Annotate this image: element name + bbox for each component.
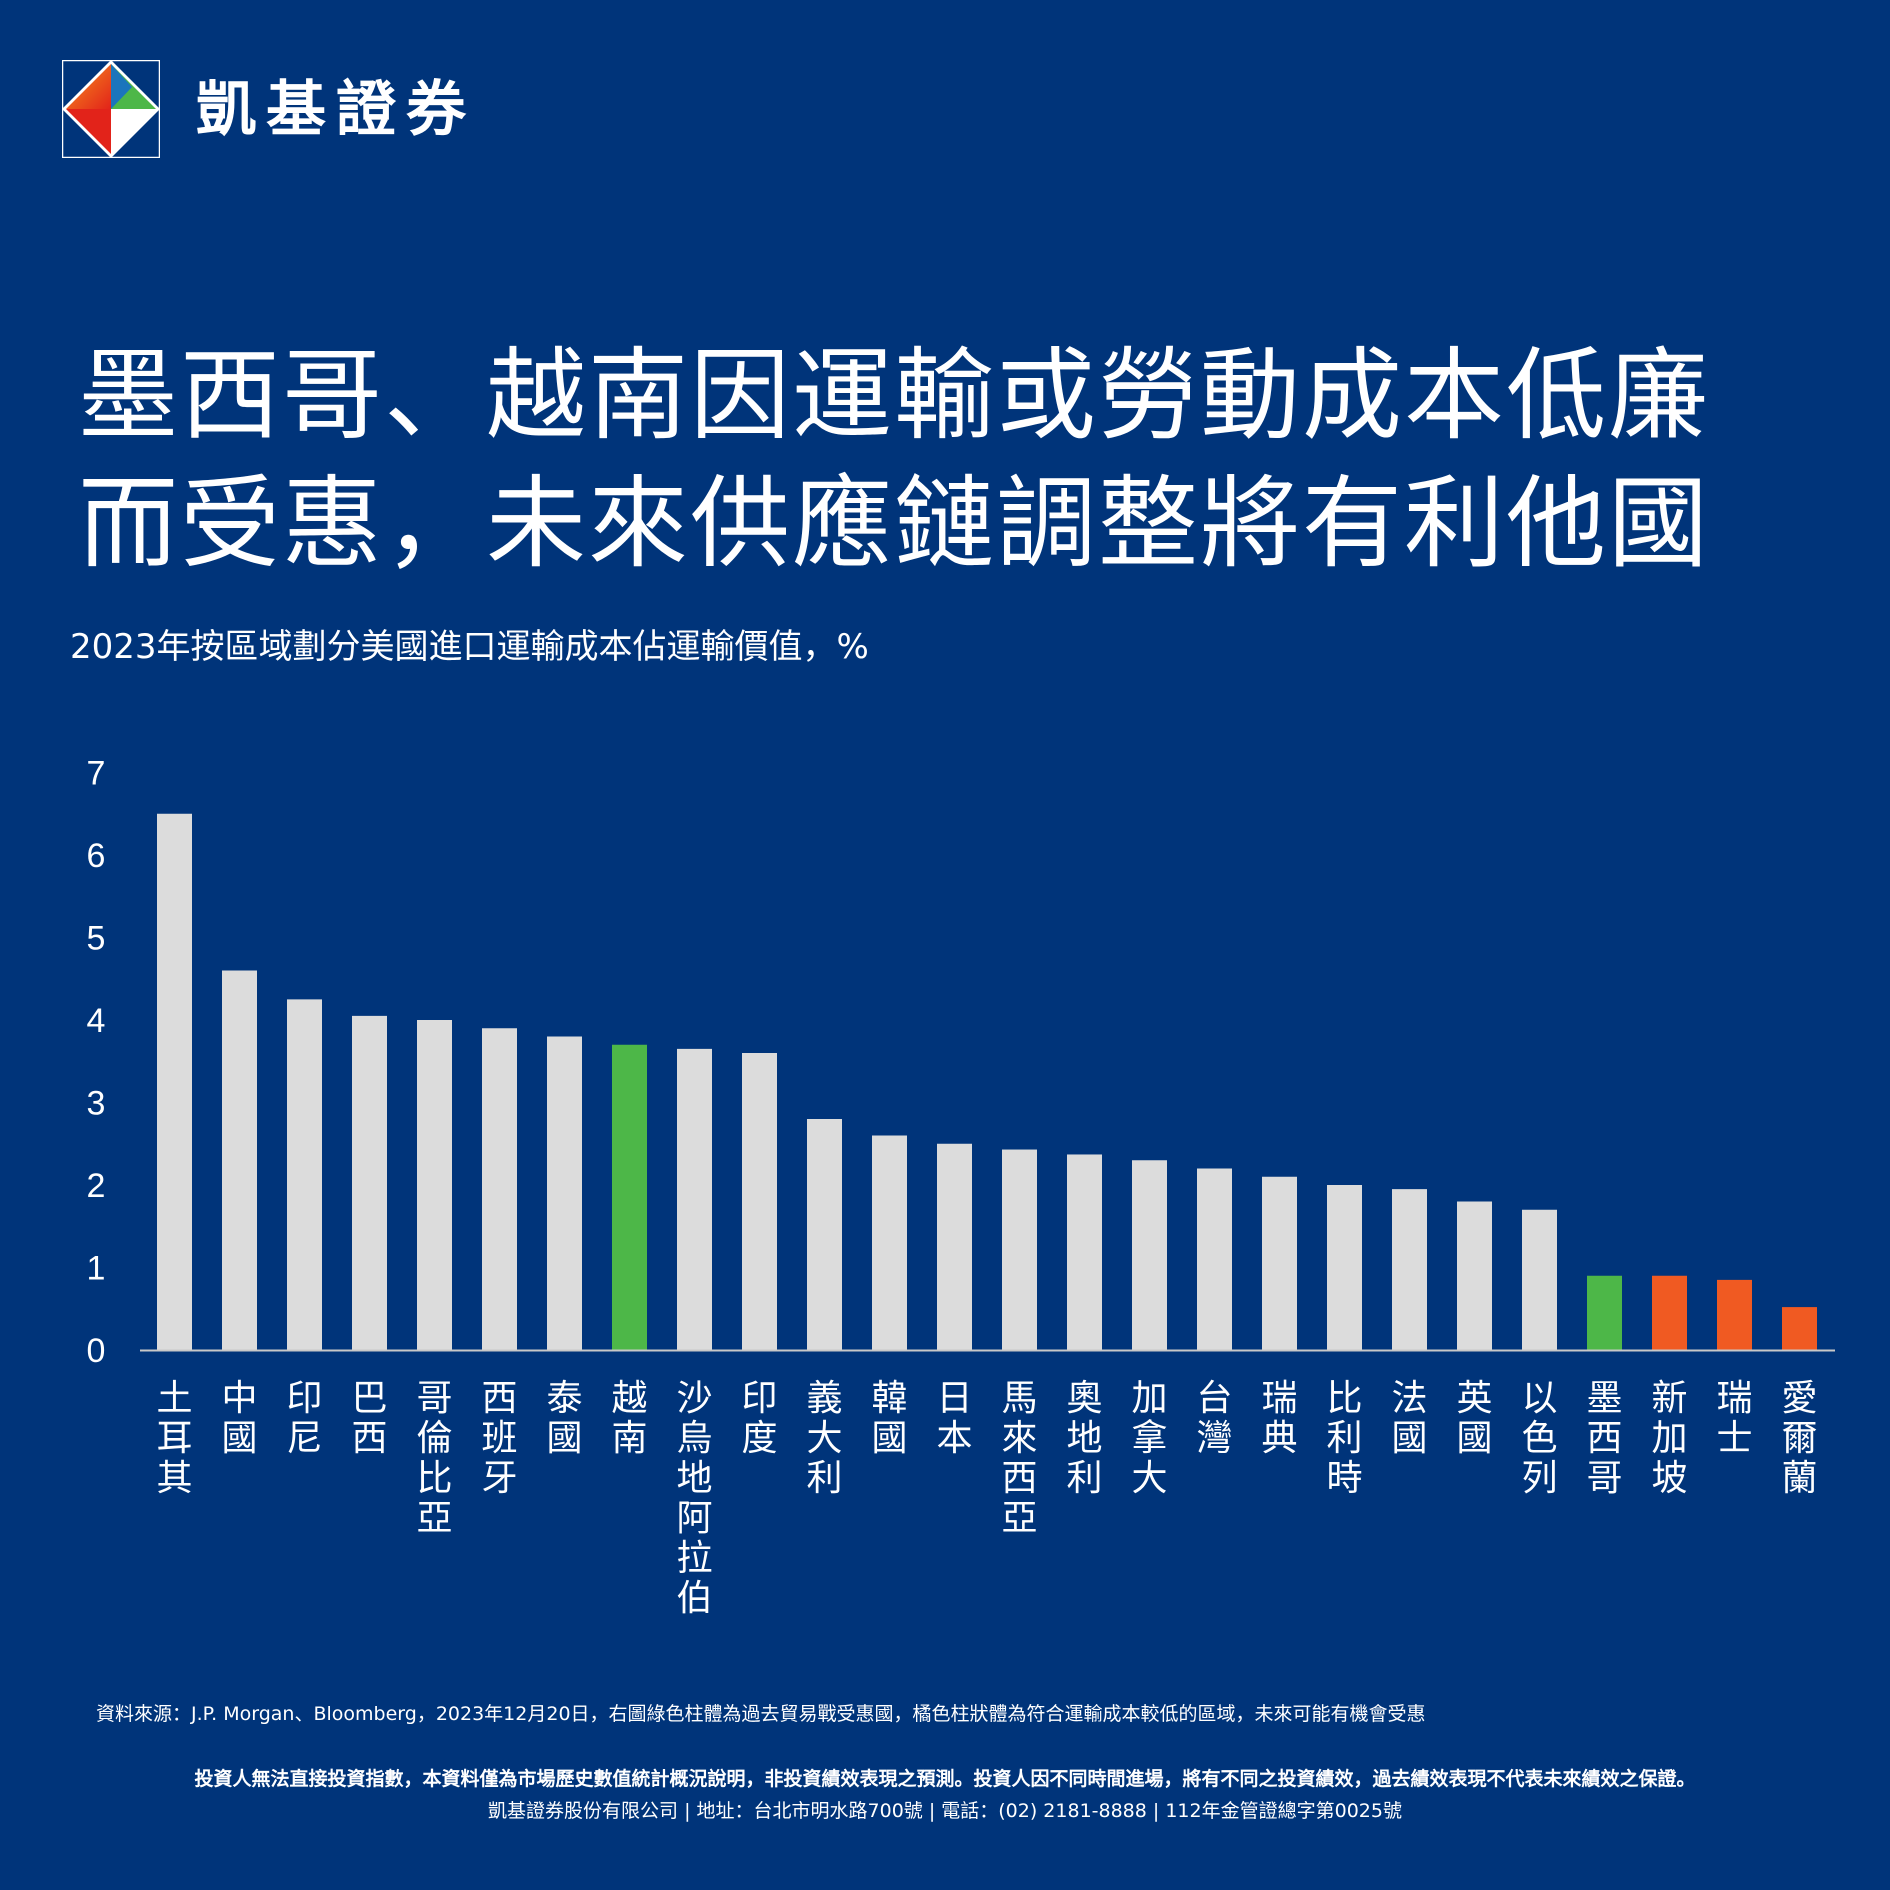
bar-19	[1327, 1185, 1362, 1350]
x-tick-label: 巴西	[351, 1378, 387, 1459]
x-tick-label: 馬來西亞	[1001, 1378, 1037, 1539]
source-note: 資料來源：J.P. Morgan、Bloomberg，2023年12月20日，右…	[96, 1703, 1426, 1725]
x-tick-label: 以色列	[1521, 1378, 1557, 1499]
kgi-logo-icon	[61, 59, 161, 159]
x-tick-label: 西班牙	[481, 1378, 517, 1499]
x-tick-label: 印度	[741, 1378, 777, 1459]
bar-8	[612, 1044, 647, 1350]
bar-18	[1262, 1176, 1297, 1350]
x-tick-label: 新加坡	[1651, 1378, 1687, 1499]
x-tick-label: 日本	[936, 1378, 972, 1459]
x-tick-label: 印尼	[286, 1378, 322, 1459]
x-tick-label: 比利時	[1326, 1378, 1362, 1499]
x-tick-label: 英國	[1456, 1378, 1492, 1459]
bar-25	[1717, 1279, 1752, 1350]
x-tick-label: 瑞典	[1261, 1378, 1297, 1459]
y-tick-label: 3	[87, 1085, 106, 1123]
bar-9	[677, 1048, 712, 1350]
x-tick-label: 哥倫比亞	[416, 1378, 452, 1539]
x-tick-label: 泰國	[546, 1378, 582, 1459]
bar-26	[1782, 1307, 1817, 1350]
bar-21	[1457, 1201, 1492, 1350]
bar-17	[1197, 1168, 1232, 1350]
x-tick-label: 台灣	[1196, 1378, 1232, 1459]
x-tick-label: 越南	[611, 1378, 647, 1459]
x-tick-label: 義大利	[806, 1378, 842, 1499]
bar-20	[1392, 1189, 1427, 1350]
y-tick-label: 5	[87, 920, 106, 958]
bar-16	[1132, 1160, 1167, 1350]
bar-6	[482, 1028, 517, 1350]
bar-13	[937, 1143, 972, 1350]
x-tick-label: 法國	[1391, 1378, 1427, 1459]
x-tick-label: 沙烏地阿拉伯	[676, 1378, 712, 1619]
bar-4	[352, 1015, 387, 1350]
x-tick-label: 墨西哥	[1586, 1378, 1622, 1499]
company-info: 凱基證券股份有限公司 | 地址：台北市明水路700號 | 電話：(02) 218…	[488, 1800, 1402, 1822]
y-tick-label: 7	[87, 755, 106, 793]
page-title: 墨西哥、越南因運輸或勞動成本低廉 而受惠，未來供應鏈調整將有利他國	[78, 332, 1838, 588]
disclaimer-text: 投資人無法直接投資指數，本資料僅為市場歷史數值統計概況說明，非投資績效表現之預測…	[194, 1768, 1696, 1790]
bar-14	[1002, 1149, 1037, 1350]
bar-3	[287, 999, 322, 1350]
bar-2	[222, 970, 257, 1350]
y-tick-label: 2	[87, 1167, 106, 1205]
bar-24	[1652, 1275, 1687, 1350]
x-tick-label: 土耳其	[156, 1378, 192, 1499]
bar-1	[157, 813, 192, 1350]
chart-subtitle: 2023年按區域劃分美國進口運輸成本佔運輸價值，%	[70, 627, 869, 667]
bar-11	[807, 1119, 842, 1350]
x-tick-label: 奧地利	[1066, 1378, 1102, 1499]
bar-7	[547, 1036, 582, 1350]
bar-15	[1067, 1154, 1102, 1350]
y-tick-label: 0	[87, 1332, 106, 1370]
x-tick-label: 韓國	[871, 1378, 907, 1459]
bar-10	[742, 1053, 777, 1350]
x-tick-label: 中國	[221, 1378, 257, 1459]
title-line-2: 而受惠，未來供應鏈調整將有利他國	[78, 465, 1710, 582]
title-line-1: 墨西哥、越南因運輸或勞動成本低廉	[78, 337, 1710, 454]
x-tick-label: 瑞士	[1716, 1378, 1752, 1459]
y-tick-label: 1	[87, 1250, 106, 1288]
x-tick-label: 愛爾蘭	[1781, 1378, 1817, 1499]
x-tick-label: 加拿大	[1131, 1378, 1167, 1499]
bar-5	[417, 1020, 452, 1350]
bar-chart: 0 1 2 3 4 5 6 7 土耳其中國印尼巴西哥倫比亞西班牙泰國越南沙烏地阿拉伯印度義大利韓…	[87, 755, 1835, 1619]
bar-12	[872, 1135, 907, 1350]
y-tick-label: 4	[87, 1002, 106, 1040]
bar-23	[1587, 1275, 1622, 1350]
bar-22	[1522, 1209, 1557, 1350]
y-tick-label: 6	[87, 837, 106, 875]
brand-name: 凱基證券	[196, 75, 476, 145]
